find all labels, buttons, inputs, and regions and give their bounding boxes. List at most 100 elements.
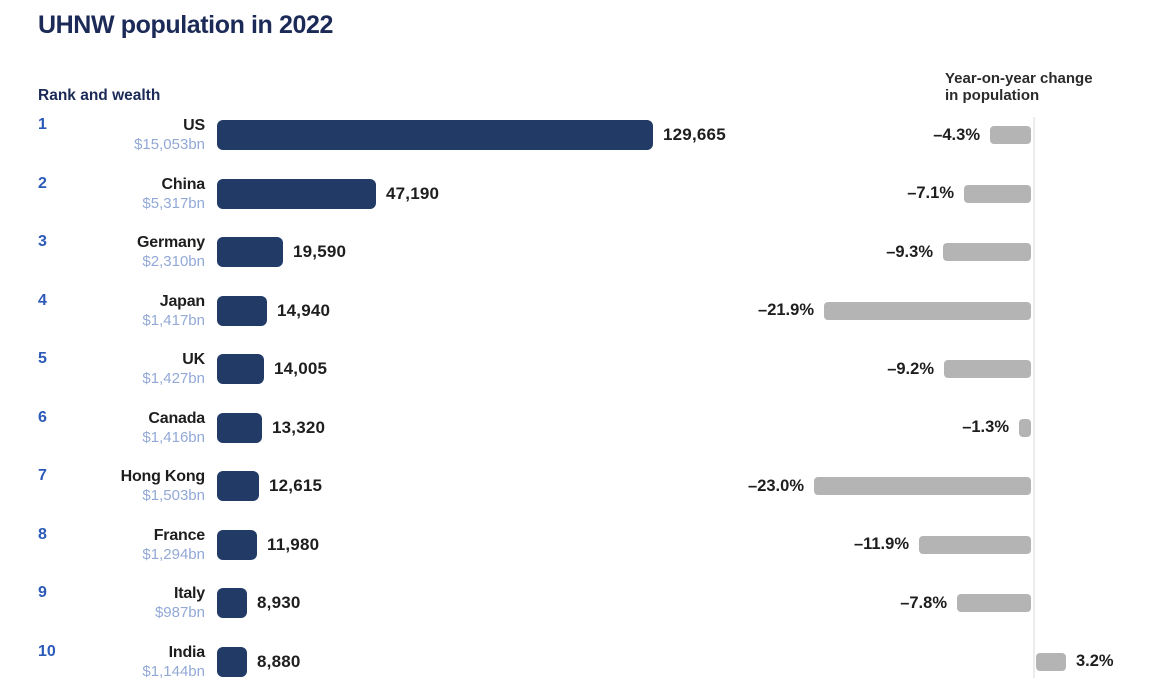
rank-label: 1 bbox=[38, 116, 47, 133]
country-wealth: $2,310bn bbox=[142, 253, 205, 271]
country-row: 8 France $1,294bn 11,980 –11.9% bbox=[0, 516, 1152, 575]
yoy-change-header-line2: in population bbox=[945, 87, 1040, 104]
country-name: India bbox=[168, 643, 206, 661]
yoy-negative-group: –9.2% bbox=[700, 340, 1031, 399]
yoy-bar bbox=[814, 477, 1031, 496]
yoy-change-header: Year-on-year change in population bbox=[945, 70, 1145, 104]
country-name: Japan bbox=[159, 292, 205, 310]
population-bar-area: 11,980 bbox=[217, 516, 319, 575]
population-bar bbox=[217, 646, 247, 677]
population-value-label: 8,880 bbox=[257, 651, 301, 671]
country-row: 2 China $5,317bn 47,190 –7.1% bbox=[0, 165, 1152, 224]
yoy-bar bbox=[824, 301, 1031, 320]
yoy-value-label: –21.9% bbox=[758, 301, 814, 320]
country-row: 9 Italy $987bn 8,930 –7.8% bbox=[0, 574, 1152, 633]
population-bar bbox=[217, 237, 283, 268]
yoy-bar-area: –7.8% bbox=[700, 574, 1152, 633]
country-label-block: France $1,294bn bbox=[60, 526, 205, 564]
rank-label: 9 bbox=[38, 584, 47, 601]
yoy-value-label: –11.9% bbox=[853, 535, 909, 554]
yoy-bar-area: –23.0% bbox=[700, 457, 1152, 516]
population-bar-area: 8,880 bbox=[217, 633, 301, 692]
country-row: 3 Germany $2,310bn 19,590 –9.3% bbox=[0, 223, 1152, 282]
population-value-label: 12,615 bbox=[269, 476, 323, 496]
rank-label: 6 bbox=[38, 408, 47, 426]
country-wealth: $15,053bn bbox=[134, 136, 205, 154]
yoy-negative-group: –1.3% bbox=[700, 399, 1031, 458]
country-label-block: Hong Kong $1,503bn bbox=[60, 467, 206, 505]
yoy-negative-group: –4.3% bbox=[700, 106, 1031, 165]
population-bar-area: 47,190 bbox=[217, 165, 439, 224]
population-value-label: 13,320 bbox=[272, 417, 326, 437]
population-bar-area: 12,615 bbox=[217, 457, 322, 516]
country-name: Germany bbox=[137, 234, 205, 252]
population-bar bbox=[217, 529, 257, 560]
population-bar bbox=[217, 354, 264, 385]
country-name: UK bbox=[182, 351, 205, 369]
population-value-label: 47,190 bbox=[386, 183, 440, 203]
population-value-label: 14,940 bbox=[277, 300, 331, 320]
yoy-value-label: 3.2% bbox=[1076, 652, 1114, 671]
country-name: France bbox=[153, 526, 205, 544]
yoy-value-label: –4.3% bbox=[933, 125, 980, 144]
population-value-label: 129,665 bbox=[663, 125, 726, 145]
rank-label: 5 bbox=[38, 350, 47, 367]
yoy-value-label: –23.0% bbox=[748, 476, 804, 495]
yoy-value-label: –7.8% bbox=[900, 593, 947, 612]
yoy-bar-area: –9.3% bbox=[700, 223, 1152, 282]
country-wealth: $1,144bn bbox=[142, 662, 205, 680]
population-value-label: 14,005 bbox=[274, 359, 328, 379]
yoy-bar-area: –1.3% bbox=[700, 399, 1152, 458]
yoy-value-label: –7.1% bbox=[907, 184, 954, 203]
rank-label: 2 bbox=[38, 174, 47, 192]
yoy-bar bbox=[919, 535, 1031, 554]
country-wealth: $1,294bn bbox=[142, 545, 205, 563]
country-wealth: $1,503bn bbox=[142, 487, 205, 505]
yoy-bar-area: –4.3% bbox=[700, 106, 1152, 165]
yoy-value-label: –9.2% bbox=[887, 359, 934, 378]
population-bar bbox=[217, 412, 262, 443]
rank-label: 7 bbox=[38, 467, 47, 484]
country-row: 10 India $1,144bn 8,880 3.2% bbox=[0, 633, 1152, 692]
rank-label: 8 bbox=[38, 525, 47, 543]
yoy-bar-area: 3.2% bbox=[700, 633, 1152, 692]
yoy-bar bbox=[990, 126, 1031, 145]
country-label-block: China $5,317bn bbox=[60, 175, 205, 213]
country-name: Italy bbox=[173, 585, 205, 603]
population-bar bbox=[217, 120, 653, 151]
country-name: US bbox=[183, 117, 205, 135]
rank-label: 4 bbox=[38, 291, 47, 309]
yoy-bar-area: –21.9% bbox=[700, 282, 1152, 341]
country-name: Canada bbox=[148, 409, 205, 427]
chart-rows: 1 US $15,053bn 129,665 –4.3% 2 China $5,… bbox=[0, 106, 1152, 691]
rank-and-wealth-header: Rank and wealth bbox=[38, 87, 161, 104]
yoy-bar-area: –7.1% bbox=[700, 165, 1152, 224]
yoy-negative-group: –7.1% bbox=[700, 165, 1031, 224]
population-bar bbox=[217, 588, 247, 619]
yoy-bar bbox=[957, 594, 1031, 613]
yoy-zero-axis-line bbox=[1033, 117, 1035, 678]
population-value-label: 8,930 bbox=[257, 593, 301, 613]
country-row: 1 US $15,053bn 129,665 –4.3% bbox=[0, 106, 1152, 165]
yoy-bar-area: –11.9% bbox=[700, 516, 1152, 575]
yoy-negative-group: –7.8% bbox=[700, 574, 1031, 633]
country-label-block: Canada $1,416bn bbox=[60, 409, 205, 447]
country-label-block: India $1,144bn bbox=[60, 643, 205, 681]
yoy-bar bbox=[1019, 418, 1031, 437]
population-bar bbox=[217, 295, 267, 326]
population-value-label: 19,590 bbox=[293, 242, 347, 262]
country-label-block: Germany $2,310bn bbox=[60, 233, 205, 271]
population-bar-area: 14,005 bbox=[217, 340, 327, 399]
country-row: 7 Hong Kong $1,503bn 12,615 –23.0% bbox=[0, 457, 1152, 516]
population-bar-area: 8,930 bbox=[217, 574, 301, 633]
yoy-negative-group: –21.9% bbox=[700, 282, 1031, 341]
yoy-negative-group: –11.9% bbox=[700, 516, 1031, 575]
yoy-bar bbox=[1036, 652, 1066, 671]
yoy-bar bbox=[943, 243, 1031, 262]
yoy-negative-group: –9.3% bbox=[700, 223, 1031, 282]
country-wealth: $1,427bn bbox=[142, 370, 205, 388]
population-bar-area: 13,320 bbox=[217, 399, 325, 458]
country-wealth: $1,417bn bbox=[142, 311, 205, 329]
population-bar-area: 14,940 bbox=[217, 282, 330, 341]
population-bar-area: 129,665 bbox=[217, 106, 726, 165]
